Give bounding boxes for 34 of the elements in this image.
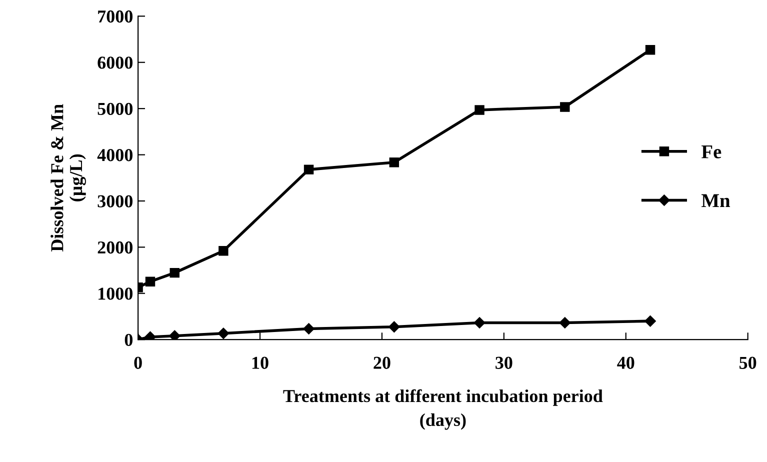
legend-label: Fe (701, 145, 722, 158)
point (218, 328, 230, 339)
y-tick-label: 4000 (97, 149, 133, 162)
y-tick-label: 0 (124, 334, 133, 346)
point (388, 321, 400, 332)
point (304, 164, 314, 174)
x-tick-label: 40 (617, 356, 634, 369)
legend-label: Mn (701, 194, 730, 208)
y-axis-title: Dissolved Fe & Mn (µg/L) (50, 104, 86, 252)
y-tick-label: 2000 (98, 241, 133, 254)
point (645, 45, 656, 55)
point (644, 315, 656, 327)
y-tick-label: 6000 (98, 56, 133, 69)
point (559, 317, 570, 328)
point (218, 246, 228, 256)
point (303, 323, 314, 334)
point (144, 331, 156, 340)
point (474, 317, 486, 328)
y-tick-label: 1000 (98, 288, 133, 300)
x-axis-title: Treatments at different incubation period (days) (283, 389, 603, 430)
x-tick-label: 0 (134, 356, 142, 369)
x-tick-label: 30 (496, 356, 512, 369)
point (170, 268, 180, 278)
x-tick-label: 10 (252, 356, 268, 369)
point (560, 102, 570, 112)
point (389, 158, 400, 168)
y-tick-label: 7000 (98, 10, 133, 23)
point (145, 276, 156, 286)
x-tick-label: 20 (374, 356, 390, 369)
y-tick-label: 3000 (98, 195, 133, 208)
point (474, 105, 484, 115)
point (169, 330, 180, 340)
x-tick-label: 50 (740, 356, 756, 369)
y-tick-label: 5000 (98, 102, 133, 116)
